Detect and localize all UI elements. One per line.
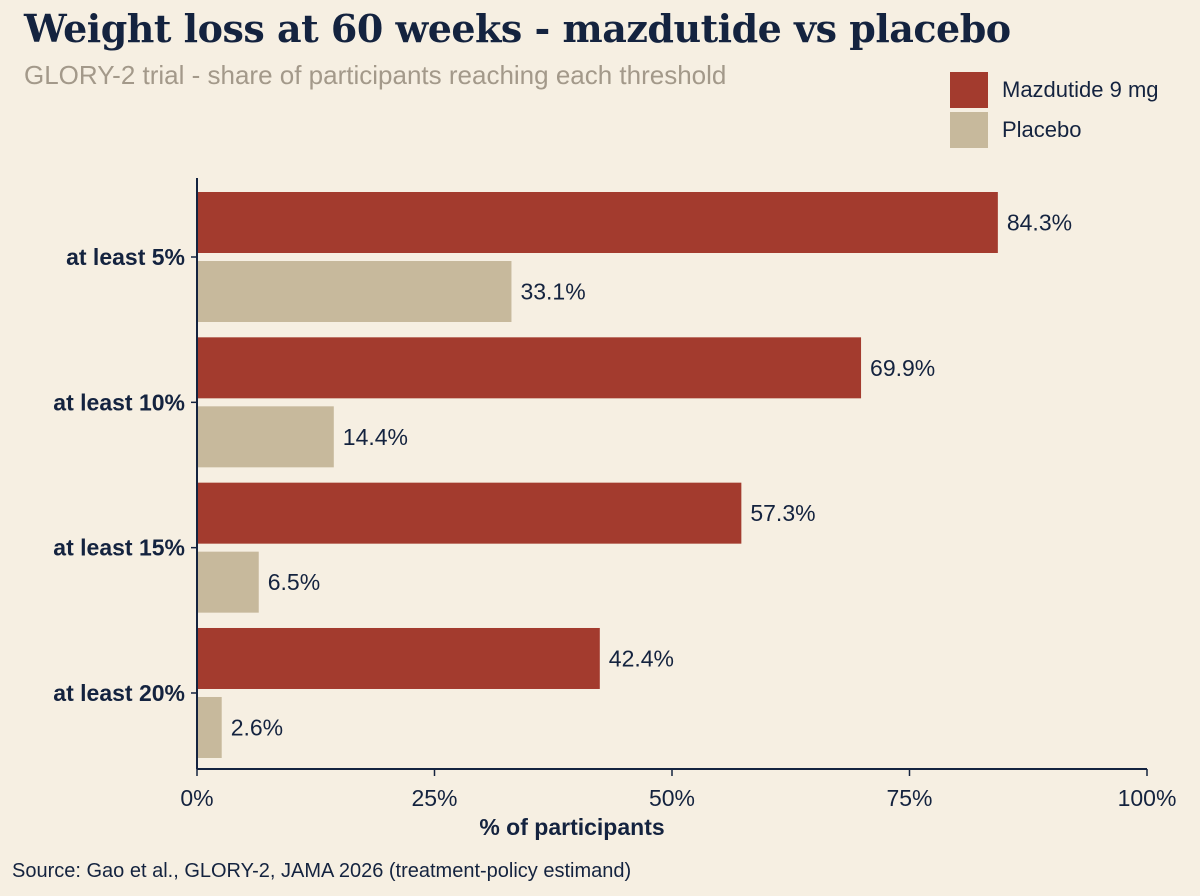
- x-tick-label-50: 50%: [649, 785, 695, 811]
- legend-item-mazdutide: Mazdutide 9 mg: [950, 72, 1159, 108]
- legend-swatch-mazdutide: [950, 72, 988, 108]
- y-tick-label-at-least-20: at least 20%: [53, 680, 185, 706]
- x-tick-label-0: 0%: [180, 785, 213, 811]
- legend-label-mazdutide: Mazdutide 9 mg: [1002, 77, 1159, 102]
- chart-source: Source: Gao et al., GLORY-2, JAMA 2026 (…: [12, 860, 632, 882]
- y-tick-label-at-least-15: at least 15%: [53, 535, 185, 561]
- data-label-placebo-at-least-20: 2.6%: [231, 714, 283, 740]
- data-label-placebo-at-least-15: 6.5%: [268, 569, 320, 595]
- bar-placebo-at-least-10: [197, 406, 334, 468]
- x-axis-title: % of participants: [479, 814, 664, 840]
- data-label-mazdutide-9-mg-at-least-20: 42.4%: [609, 645, 674, 671]
- bar-mazdutide-9-mg-at-least-5: [197, 192, 998, 253]
- legend-swatch-placebo: [950, 112, 988, 148]
- data-label-mazdutide-9-mg-at-least-5: 84.3%: [1007, 210, 1072, 236]
- bar-placebo-at-least-20: [197, 696, 222, 758]
- legend-item-placebo: Placebo: [950, 112, 1082, 148]
- x-tick-label-25: 25%: [411, 785, 457, 811]
- data-label-mazdutide-9-mg-at-least-15: 57.3%: [750, 500, 815, 526]
- y-tick-label-at-least-10: at least 10%: [53, 389, 185, 415]
- data-label-placebo-at-least-5: 33.1%: [520, 279, 585, 305]
- x-tick-label-75: 75%: [886, 785, 932, 811]
- bar-mazdutide-9-mg-at-least-15: [197, 482, 742, 544]
- chart-title: Weight loss at 60 weeks - mazdutide vs p…: [24, 6, 1011, 51]
- y-tick-label-at-least-5: at least 5%: [66, 244, 185, 270]
- data-label-placebo-at-least-10: 14.4%: [343, 424, 408, 450]
- bar-mazdutide-9-mg-at-least-10: [197, 337, 862, 399]
- bar-mazdutide-9-mg-at-least-20: [197, 627, 600, 689]
- data-label-mazdutide-9-mg-at-least-10: 69.9%: [870, 355, 935, 381]
- bar-placebo-at-least-15: [197, 551, 259, 613]
- bar-placebo-at-least-5: [197, 261, 512, 322]
- x-tick-label-100: 100%: [1118, 785, 1177, 811]
- chart-subtitle: GLORY-2 trial - share of participants re…: [24, 60, 727, 90]
- legend-label-placebo: Placebo: [1002, 117, 1082, 142]
